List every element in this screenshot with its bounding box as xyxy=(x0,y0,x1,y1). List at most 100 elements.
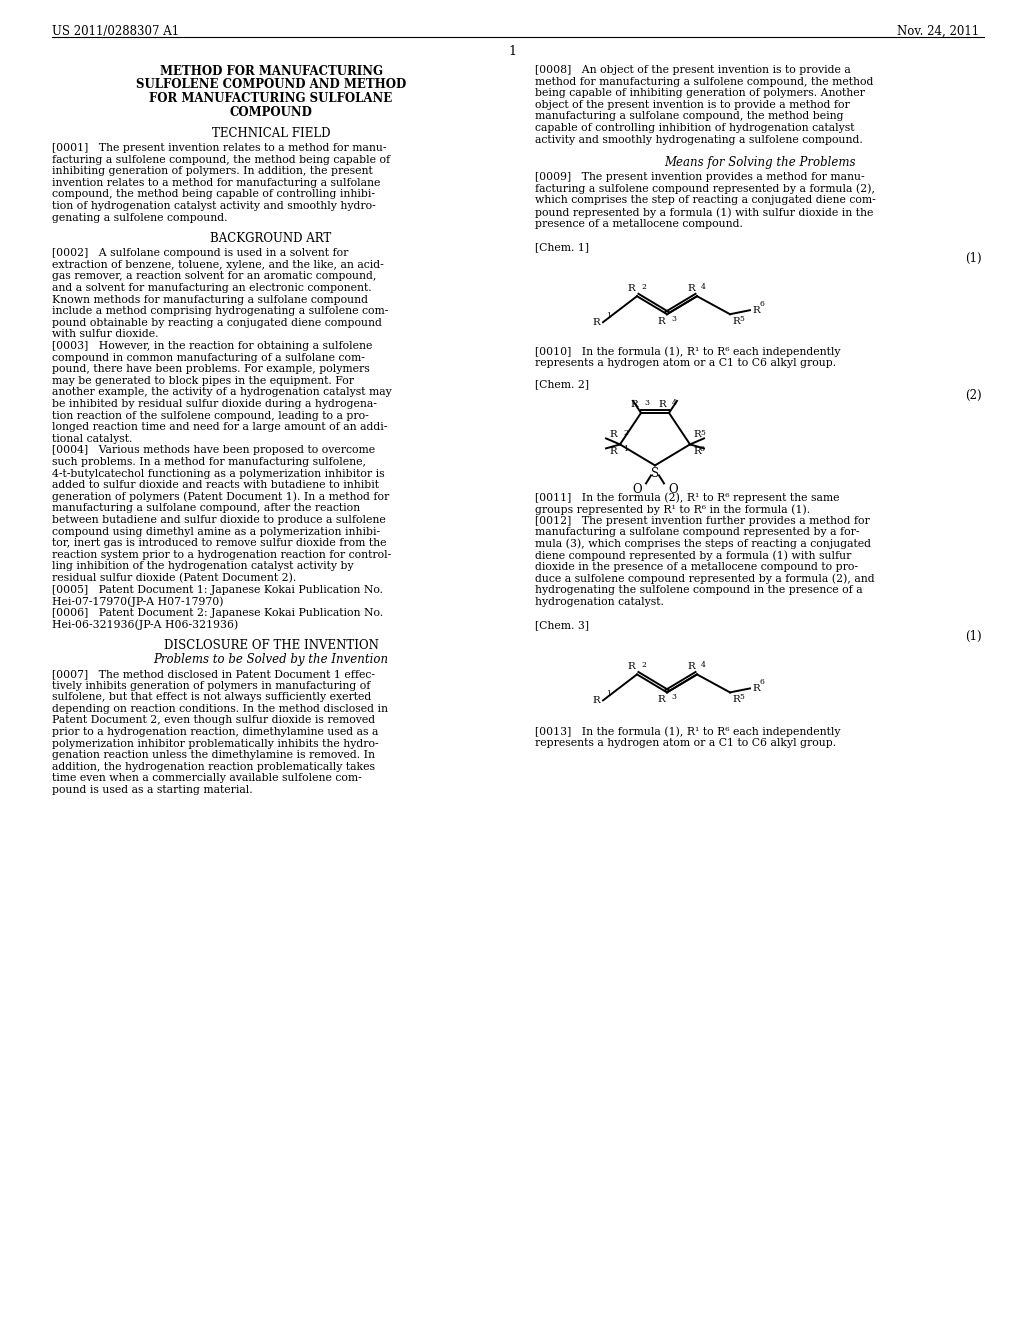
Text: Patent Document 2, even though sulfur dioxide is removed: Patent Document 2, even though sulfur di… xyxy=(52,715,375,726)
Text: another example, the activity of a hydrogenation catalyst may: another example, the activity of a hydro… xyxy=(52,387,392,397)
Text: [0002]   A sulfolane compound is used in a solvent for: [0002] A sulfolane compound is used in a… xyxy=(52,248,348,259)
Text: presence of a metallocene compound.: presence of a metallocene compound. xyxy=(535,219,742,228)
Text: SULFOLENE COMPOUND AND METHOD: SULFOLENE COMPOUND AND METHOD xyxy=(136,78,407,91)
Text: [0001]   The present invention relates to a method for manu-: [0001] The present invention relates to … xyxy=(52,143,386,153)
Text: extraction of benzene, toluene, xylene, and the like, an acid-: extraction of benzene, toluene, xylene, … xyxy=(52,260,384,269)
Text: reaction system prior to a hydrogenation reaction for control-: reaction system prior to a hydrogenation… xyxy=(52,550,391,560)
Text: [0009]   The present invention provides a method for manu-: [0009] The present invention provides a … xyxy=(535,172,864,182)
Text: 2: 2 xyxy=(641,284,646,292)
Text: O: O xyxy=(668,483,678,496)
Text: being capable of inhibiting generation of polymers. Another: being capable of inhibiting generation o… xyxy=(535,88,865,98)
Text: 6: 6 xyxy=(700,445,705,453)
Text: tion reaction of the sulfolene compound, leading to a pro-: tion reaction of the sulfolene compound,… xyxy=(52,411,369,421)
Text: longed reaction time and need for a large amount of an addi-: longed reaction time and need for a larg… xyxy=(52,422,387,432)
Text: ling inhibition of the hydrogenation catalyst activity by: ling inhibition of the hydrogenation cat… xyxy=(52,561,353,572)
Text: object of the present invention is to provide a method for: object of the present invention is to pr… xyxy=(535,100,850,110)
Text: [Chem. 3]: [Chem. 3] xyxy=(535,620,589,631)
Text: R: R xyxy=(687,284,695,293)
Text: [Chem. 1]: [Chem. 1] xyxy=(535,242,589,252)
Text: R: R xyxy=(732,696,739,705)
Text: such problems. In a method for manufacturing sulfolene,: such problems. In a method for manufactu… xyxy=(52,457,366,467)
Text: be inhibited by residual sulfur dioxide during a hydrogena-: be inhibited by residual sulfur dioxide … xyxy=(52,399,377,409)
Text: [Chem. 2]: [Chem. 2] xyxy=(535,379,589,389)
Text: pound obtainable by reacting a conjugated diene compound: pound obtainable by reacting a conjugate… xyxy=(52,318,382,327)
Text: 5: 5 xyxy=(739,693,743,701)
Text: (1): (1) xyxy=(966,252,982,265)
Text: 4: 4 xyxy=(701,661,706,669)
Text: R: R xyxy=(752,684,760,693)
Text: R: R xyxy=(657,696,665,705)
Text: activity and smoothly hydrogenating a sulfolene compound.: activity and smoothly hydrogenating a su… xyxy=(535,135,863,145)
Text: 4-t-butylcatechol functioning as a polymerization inhibitor is: 4-t-butylcatechol functioning as a polym… xyxy=(52,469,385,479)
Text: tively inhibits generation of polymers in manufacturing of: tively inhibits generation of polymers i… xyxy=(52,681,371,690)
Text: [0010]   In the formula (1), R¹ to R⁶ each independently: [0010] In the formula (1), R¹ to R⁶ each… xyxy=(535,346,841,356)
Text: R: R xyxy=(693,430,700,440)
Text: and a solvent for manufacturing an electronic component.: and a solvent for manufacturing an elect… xyxy=(52,282,372,293)
Text: R: R xyxy=(630,400,638,409)
Text: [0005]   Patent Document 1: Japanese Kokai Publication No.: [0005] Patent Document 1: Japanese Kokai… xyxy=(52,585,383,594)
Text: 6: 6 xyxy=(759,300,764,308)
Text: tional catalyst.: tional catalyst. xyxy=(52,434,132,444)
Text: 1: 1 xyxy=(606,690,611,698)
Text: Known methods for manufacturing a sulfolane compound: Known methods for manufacturing a sulfol… xyxy=(52,294,368,305)
Text: addition, the hydrogenation reaction problematically takes: addition, the hydrogenation reaction pro… xyxy=(52,762,375,772)
Text: sulfolene, but that effect is not always sufficiently exerted: sulfolene, but that effect is not always… xyxy=(52,692,372,702)
Text: residual sulfur dioxide (Patent Document 2).: residual sulfur dioxide (Patent Document… xyxy=(52,573,296,583)
Text: R: R xyxy=(628,663,635,672)
Text: between butadiene and sulfur dioxide to produce a sulfolene: between butadiene and sulfur dioxide to … xyxy=(52,515,386,525)
Text: Means for Solving the Problems: Means for Solving the Problems xyxy=(664,156,855,169)
Text: gas remover, a reaction solvent for an aromatic compound,: gas remover, a reaction solvent for an a… xyxy=(52,272,377,281)
Text: Problems to be Solved by the Invention: Problems to be Solved by the Invention xyxy=(154,653,388,667)
Text: polymerization inhibitor problematically inhibits the hydro-: polymerization inhibitor problematically… xyxy=(52,739,379,748)
Text: may be generated to block pipes in the equipment. For: may be generated to block pipes in the e… xyxy=(52,376,354,385)
Text: groups represented by R¹ to R⁶ in the formula (1).: groups represented by R¹ to R⁶ in the fo… xyxy=(535,504,810,515)
Text: represents a hydrogen atom or a C1 to C6 alkyl group.: represents a hydrogen atom or a C1 to C6… xyxy=(535,738,837,748)
Text: facturing a sulfolene compound, the method being capable of: facturing a sulfolene compound, the meth… xyxy=(52,154,390,165)
Text: invention relates to a method for manufacturing a sulfolane: invention relates to a method for manufa… xyxy=(52,178,380,187)
Text: diene compound represented by a formula (1) with sulfur: diene compound represented by a formula … xyxy=(535,550,851,561)
Text: DISCLOSURE OF THE INVENTION: DISCLOSURE OF THE INVENTION xyxy=(164,639,379,652)
Text: 6: 6 xyxy=(759,678,764,686)
Text: 2: 2 xyxy=(623,429,628,437)
Text: [0004]   Various methods have been proposed to overcome: [0004] Various methods have been propose… xyxy=(52,445,375,455)
Text: METHOD FOR MANUFACTURING: METHOD FOR MANUFACTURING xyxy=(160,65,383,78)
Text: [0003]   However, in the reaction for obtaining a sulfolene: [0003] However, in the reaction for obta… xyxy=(52,341,373,351)
Text: [0011]   In the formula (2), R¹ to R⁶ represent the same: [0011] In the formula (2), R¹ to R⁶ repr… xyxy=(535,492,840,503)
Text: Hei-06-321936(JP-A H06-321936): Hei-06-321936(JP-A H06-321936) xyxy=(52,619,239,630)
Text: duce a sulfolene compound represented by a formula (2), and: duce a sulfolene compound represented by… xyxy=(535,574,874,585)
Text: [0013]   In the formula (1), R¹ to R⁶ each independently: [0013] In the formula (1), R¹ to R⁶ each… xyxy=(535,726,841,737)
Text: pound, there have been problems. For example, polymers: pound, there have been problems. For exa… xyxy=(52,364,370,374)
Text: 4: 4 xyxy=(701,284,706,292)
Text: (2): (2) xyxy=(966,389,982,403)
Text: method for manufacturing a sulfolene compound, the method: method for manufacturing a sulfolene com… xyxy=(535,77,873,87)
Text: dioxide in the presence of a metallocene compound to pro-: dioxide in the presence of a metallocene… xyxy=(535,562,858,572)
Text: added to sulfur dioxide and reacts with butadiene to inhibit: added to sulfur dioxide and reacts with … xyxy=(52,480,379,490)
Text: US 2011/0288307 A1: US 2011/0288307 A1 xyxy=(52,25,179,38)
Text: TECHNICAL FIELD: TECHNICAL FIELD xyxy=(212,127,331,140)
Text: depending on reaction conditions. In the method disclosed in: depending on reaction conditions. In the… xyxy=(52,704,388,714)
Text: R: R xyxy=(693,447,700,457)
Text: tor, inert gas is introduced to remove sulfur dioxide from the: tor, inert gas is introduced to remove s… xyxy=(52,539,386,548)
Text: R: R xyxy=(657,317,665,326)
Text: 2: 2 xyxy=(641,661,646,669)
Text: R: R xyxy=(592,318,600,326)
Text: hydrogenation catalyst.: hydrogenation catalyst. xyxy=(535,597,664,607)
Text: O: O xyxy=(633,483,642,496)
Text: 1: 1 xyxy=(606,313,611,321)
Text: inhibiting generation of polymers. In addition, the present: inhibiting generation of polymers. In ad… xyxy=(52,166,373,176)
Text: BACKGROUND ART: BACKGROUND ART xyxy=(210,232,332,246)
Text: 5: 5 xyxy=(739,315,743,323)
Text: prior to a hydrogenation reaction, dimethylamine used as a: prior to a hydrogenation reaction, dimet… xyxy=(52,727,379,737)
Text: 3: 3 xyxy=(671,315,676,323)
Text: 1: 1 xyxy=(623,445,628,453)
Text: 3: 3 xyxy=(644,399,649,407)
Text: represents a hydrogen atom or a C1 to C6 alkyl group.: represents a hydrogen atom or a C1 to C6… xyxy=(535,358,837,368)
Text: genating a sulfolene compound.: genating a sulfolene compound. xyxy=(52,213,227,223)
Text: compound, the method being capable of controlling inhibi-: compound, the method being capable of co… xyxy=(52,189,375,199)
Text: COMPOUND: COMPOUND xyxy=(229,106,312,119)
Text: pound represented by a formula (1) with sulfur dioxide in the: pound represented by a formula (1) with … xyxy=(535,207,873,218)
Text: Nov. 24, 2011: Nov. 24, 2011 xyxy=(897,25,979,38)
Text: tion of hydrogenation catalyst activity and smoothly hydro-: tion of hydrogenation catalyst activity … xyxy=(52,201,376,211)
Text: 3: 3 xyxy=(671,693,676,701)
Text: hydrogenating the sulfolene compound in the presence of a: hydrogenating the sulfolene compound in … xyxy=(535,585,862,595)
